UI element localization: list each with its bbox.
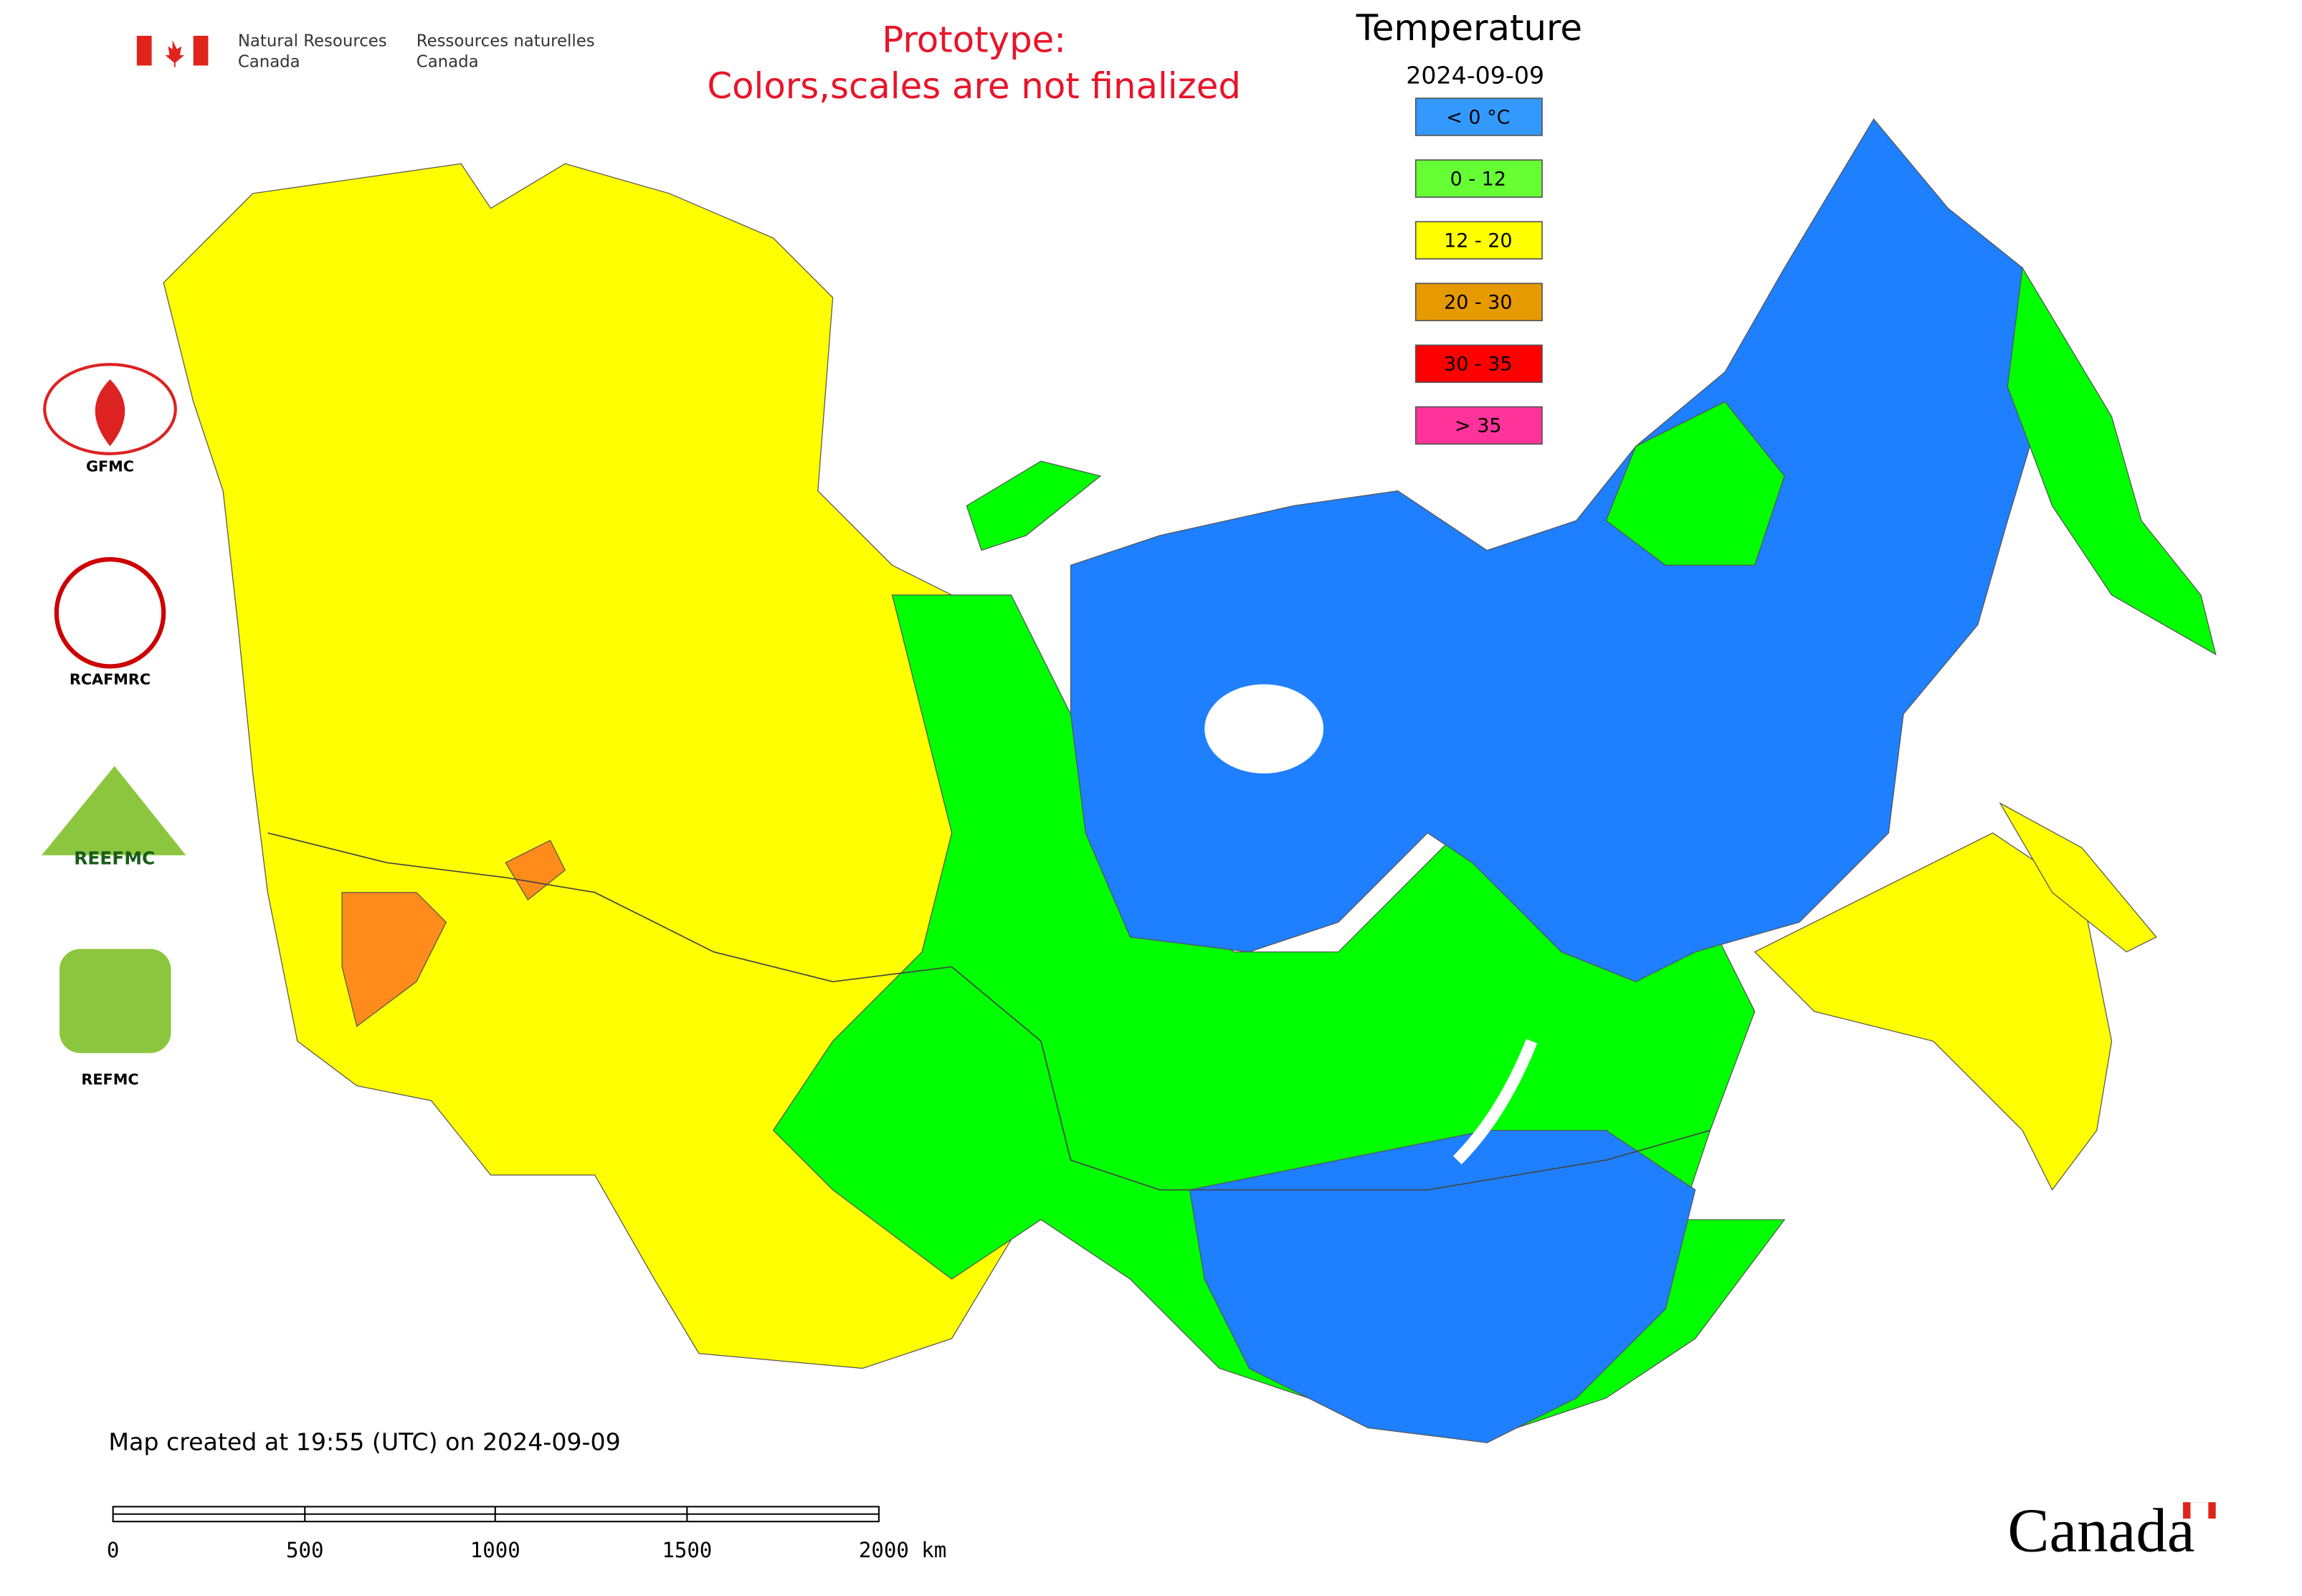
legend-swatch — [1414, 98, 1543, 136]
legend-label: > 35 — [1455, 415, 1501, 437]
scale-label: 500 — [286, 1538, 323, 1562]
agency-en: Canada — [238, 52, 300, 71]
agency-en: Natural Resources — [238, 32, 387, 50]
map — [163, 118, 2217, 1443]
logo-label: RCAFMRC — [70, 670, 151, 688]
header: Natural Resources Canada Ressources natu… — [136, 19, 1241, 107]
scale-label: 1000 — [470, 1538, 520, 1562]
scale-bar — [112, 1506, 880, 1523]
scale-labels: 0 500 1000 1500 2000 km — [107, 1538, 946, 1562]
logo-label: REEFMC — [74, 847, 155, 868]
map-note: Map created at 19:55 (UTC) on 2024-09-09 — [108, 1428, 620, 1456]
legend-label: < 0 °C — [1446, 106, 1510, 128]
scale-label: 1500 — [662, 1538, 712, 1562]
logo-label: REFMC — [81, 1070, 138, 1088]
legend-title: Temperature — [1356, 7, 1582, 49]
logos: GFMC RCAFMRC REEFMC REFMC — [42, 363, 186, 1088]
legend-label: 12 - 20 — [1444, 229, 1512, 252]
agency-fr: Canada — [417, 52, 479, 71]
wordmark: Canada — [2007, 1496, 2194, 1565]
notice: Prototype: — [882, 19, 1066, 61]
legend-items: < 0 °C 0 - 12 12 - 20 20 - 30 30 - 35 > 35 — [1414, 98, 1543, 445]
logo-label: GFMC — [86, 458, 134, 475]
agency-fr: Ressources naturelles — [417, 32, 595, 50]
legend-date: 2024-09-09 — [1406, 61, 1544, 89]
legend-label: 0 - 12 — [1450, 168, 1506, 190]
notice: Colors,scales are not finalized — [707, 65, 1241, 107]
legend-swatch — [1414, 221, 1543, 260]
legend: Temperature 2024-09-09 < 0 °C 0 - 12 12 - … — [1356, 7, 1582, 445]
scale-label: 2000 km — [859, 1538, 946, 1562]
legend-swatch — [1414, 159, 1543, 198]
legend-swatch — [1414, 344, 1543, 384]
legend-label: 20 - 30 — [1444, 292, 1512, 314]
legend-swatch — [1414, 406, 1543, 445]
legend-swatch — [1414, 282, 1543, 321]
scale-label: 0 — [107, 1538, 119, 1562]
legend-label: 30 - 35 — [1444, 353, 1512, 376]
